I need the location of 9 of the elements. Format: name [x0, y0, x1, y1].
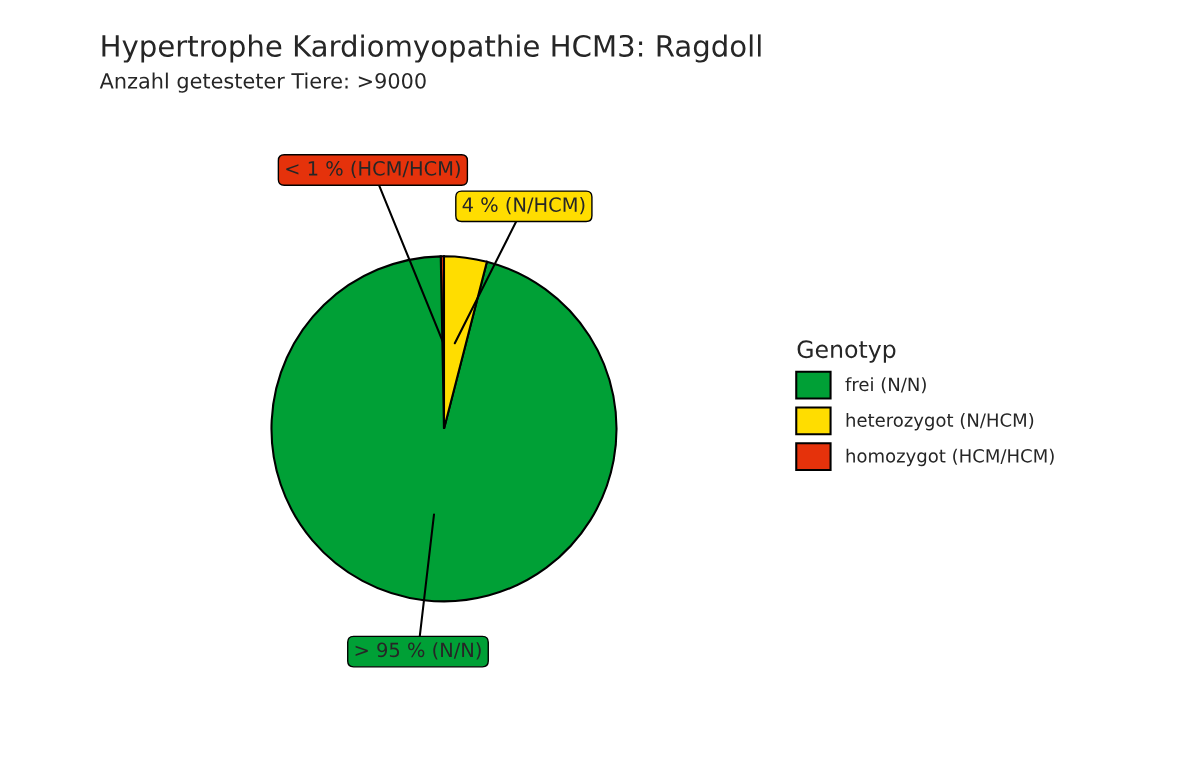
- data-label: < 1 % (HCM/HCM): [286, 160, 460, 178]
- legend-label: frei (N/N): [845, 377, 926, 394]
- data-label: 4 % (N/HCM): [462, 196, 585, 215]
- data-label: > 95 % (N/N): [355, 642, 481, 660]
- chart-subtitle: Anzahl getesteter Tiere: >9000: [99, 72, 426, 93]
- legend-label: homozygot (HCM/HCM): [846, 448, 1054, 467]
- legend-title: Genotyp: [797, 340, 896, 363]
- legend-label: heterozygot (N/HCM): [846, 412, 1034, 431]
- chart-title: Hypertrophe Kardiomyopathie HCM3: Ragdoll: [102, 34, 761, 63]
